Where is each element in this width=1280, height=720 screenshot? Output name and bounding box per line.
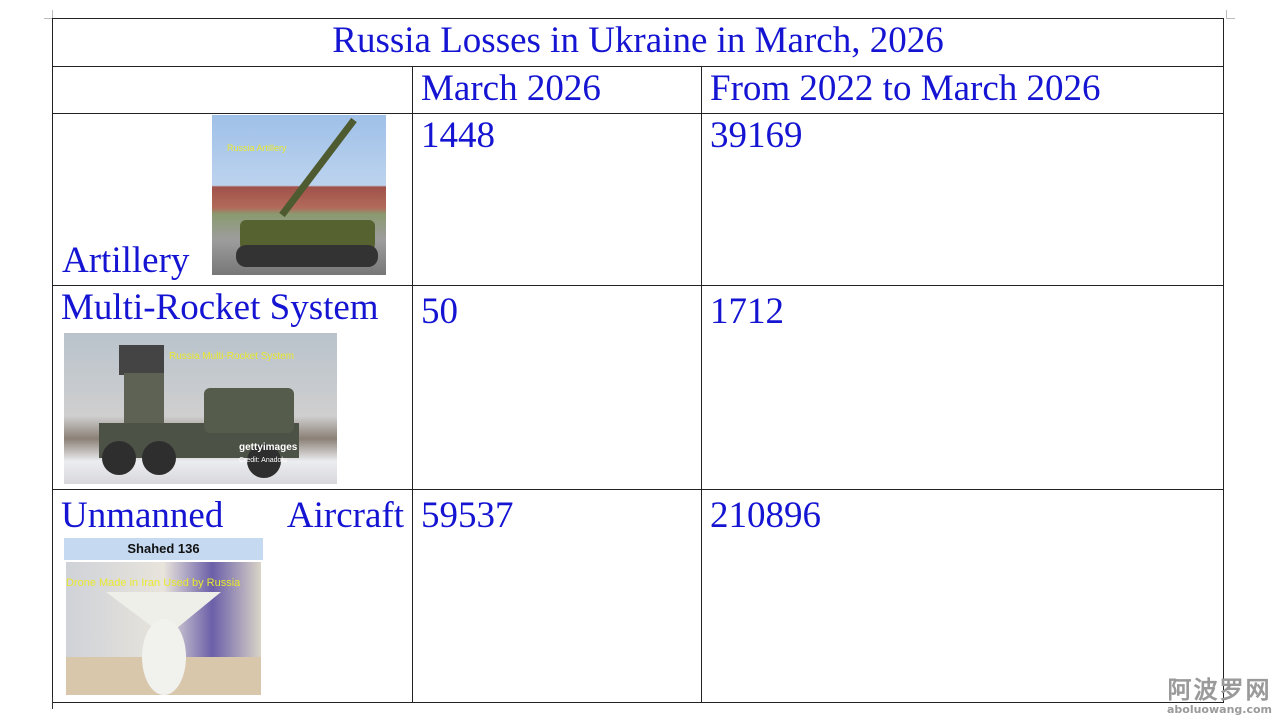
document-page: Russia Losses in Ukraine in March, 2026 …	[51, 18, 1225, 703]
losses-table: Russia Losses in Ukraine in March, 2026 …	[51, 18, 1225, 703]
header-cell-empty	[52, 66, 413, 114]
image-banner: Shahed 136	[64, 538, 263, 560]
header-total: From 2022 to March 2026	[700, 66, 1225, 114]
march-value: 1448	[412, 113, 702, 286]
header-march: March 2026	[412, 66, 702, 114]
image-caption: Russia Artillery	[227, 143, 287, 153]
image-credit-brand: gettyimages	[239, 442, 298, 453]
drone-image: Drone Made in Iran Used by Russia	[66, 562, 261, 695]
artillery-image: Russia Artillery	[212, 115, 386, 275]
rocket-system-image: Russia Multi-Rocket System gettyimages C…	[64, 333, 337, 484]
march-value: 59537	[412, 489, 702, 703]
row-label: Unmanned Aircraft	[61, 490, 404, 538]
row-label-word: Unmanned	[61, 495, 224, 536]
table-row: Multi-Rocket System Russia Multi-Rocket …	[52, 285, 1225, 490]
image-credit: Credit: Anadolu	[239, 457, 287, 464]
image-caption: Russia Multi-Rocket System	[169, 351, 295, 362]
page-corner-mark	[1226, 10, 1235, 19]
image-caption: Drone Made in Iran Used by Russia	[66, 577, 241, 589]
table-row: Artillery Russia Artillery 1448 39169	[52, 113, 1225, 286]
label-cell: Artillery Russia Artillery	[52, 113, 413, 286]
march-value: 50	[412, 285, 702, 490]
table-title: Russia Losses in Ukraine in March, 2026	[51, 18, 1225, 67]
row-label: Artillery	[62, 240, 190, 281]
total-value: 210896	[700, 489, 1225, 703]
text-cursor	[52, 697, 53, 709]
watermark-cn: 阿波罗网	[1167, 676, 1272, 704]
total-value: 39169	[700, 113, 1225, 286]
header-row: March 2026 From 2022 to March 2026	[52, 66, 1225, 114]
label-cell: Multi-Rocket System Russia Multi-Rocket …	[52, 285, 413, 490]
label-cell: Unmanned Aircraft Shahed 136 Drone Made …	[52, 489, 413, 703]
drone-illustration	[66, 592, 261, 695]
total-value: 1712	[700, 285, 1225, 490]
watermark-en: aboluowang.com	[1166, 703, 1272, 716]
artillery-illustration	[236, 117, 378, 267]
watermark: 阿波罗网 aboluowang.com	[1167, 677, 1272, 716]
rocket-system-illustration	[99, 345, 299, 478]
page-corner-mark	[44, 10, 53, 19]
row-label: Multi-Rocket System	[61, 287, 379, 328]
row-label-word: Aircraft	[286, 495, 404, 536]
table-row: Unmanned Aircraft Shahed 136 Drone Made …	[52, 489, 1225, 703]
